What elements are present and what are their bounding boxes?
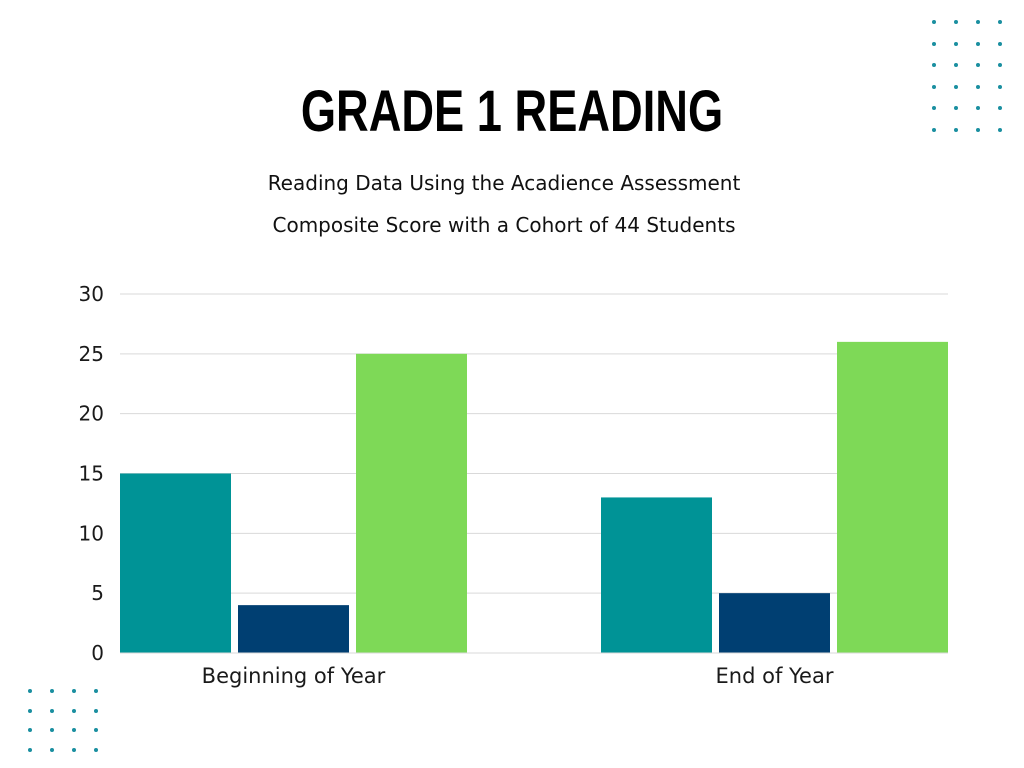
decorative-dot <box>94 747 98 752</box>
bar <box>601 497 712 653</box>
decorative-dot <box>28 689 32 693</box>
bar <box>837 341 948 653</box>
decorative-dot <box>72 747 76 752</box>
decorative-dot <box>932 106 936 110</box>
decorative-dot <box>976 84 980 89</box>
y-tick-label: 5 <box>91 581 104 605</box>
bar <box>719 593 830 653</box>
y-tick-label: 25 <box>79 342 104 366</box>
decorative-dot <box>28 708 32 713</box>
decorative-dot <box>932 63 936 67</box>
decorative-dot <box>932 84 936 89</box>
decorative-dot <box>998 41 1002 46</box>
decorative-dot <box>998 84 1002 89</box>
decorative-dot <box>932 127 936 132</box>
x-category-label: End of Year <box>716 664 834 688</box>
chart-subtitle-line-2: Composite Score with a Cohort of 44 Stud… <box>272 213 736 237</box>
decorative-dot <box>998 63 1002 67</box>
decorative-dot <box>94 689 98 693</box>
decorative-dot <box>28 747 32 752</box>
bar <box>120 473 231 653</box>
decorative-dot <box>72 728 76 732</box>
page-title: GRADE 1 READING <box>300 79 724 144</box>
bar <box>356 353 467 653</box>
y-tick-label: 30 <box>79 282 104 306</box>
decorative-dot <box>50 747 54 752</box>
decorative-dot <box>998 20 1002 24</box>
bar <box>238 605 349 653</box>
decorative-dot <box>954 84 958 89</box>
y-tick-label: 10 <box>79 521 104 545</box>
decorative-dot <box>976 20 980 24</box>
decorative-dot <box>976 63 980 67</box>
decorative-dot <box>976 127 980 132</box>
decorative-dot <box>50 689 54 693</box>
decorative-dot <box>94 708 98 713</box>
decorative-dot <box>932 41 936 46</box>
decorative-dot <box>954 41 958 46</box>
decorative-dot <box>50 728 54 732</box>
decorative-dot <box>976 106 980 110</box>
decorative-dot <box>954 127 958 132</box>
decorative-dot <box>932 20 936 24</box>
decorative-dot <box>72 708 76 713</box>
x-category-label: Beginning of Year <box>202 664 386 688</box>
y-tick-label: 0 <box>91 641 104 665</box>
decorative-dot <box>94 728 98 732</box>
chart-subtitle-line-1: Reading Data Using the Acadience Assessm… <box>267 171 741 195</box>
y-tick-label: 20 <box>79 402 104 426</box>
decorative-dot <box>954 20 958 24</box>
decorative-dot <box>954 106 958 110</box>
decorative-dot <box>954 63 958 67</box>
y-tick-label: 15 <box>79 462 104 486</box>
decorative-dot <box>998 106 1002 110</box>
decorative-dot <box>976 41 980 46</box>
decorative-dot <box>50 708 54 713</box>
decorative-dot <box>72 689 76 693</box>
decorative-dot <box>28 728 32 732</box>
decorative-dot <box>998 127 1002 132</box>
